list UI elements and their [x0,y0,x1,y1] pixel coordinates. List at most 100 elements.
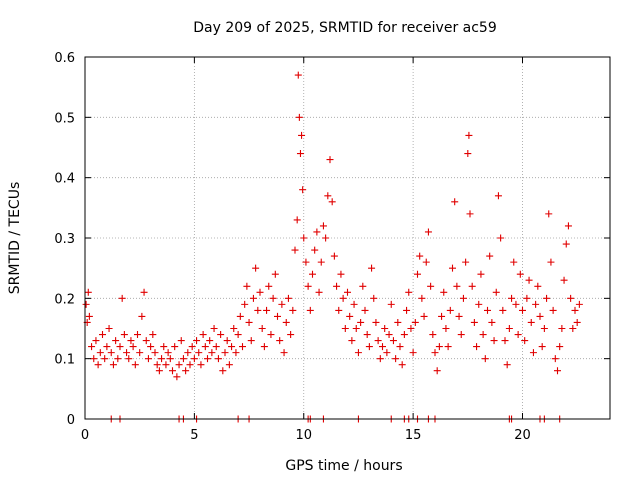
data-point [177,337,185,345]
data-point [201,343,209,351]
data-point [490,337,498,345]
data-point [429,331,437,339]
data-point [254,306,262,314]
data-point [225,361,233,369]
data-point [160,343,168,351]
data-point [392,355,400,363]
data-point [470,318,478,326]
data-point [94,361,102,369]
data-point [396,343,404,351]
data-point [206,337,214,345]
data-point [219,367,227,375]
data-point [123,349,131,357]
data-point [449,264,456,272]
data-point [339,294,347,302]
data-point [330,252,338,260]
data-point [232,349,240,357]
data-point [134,331,141,339]
data-point [324,192,332,200]
data-point [479,331,487,339]
y-tick-label: 0.3 [54,232,75,247]
data-point [411,318,419,326]
data-point [289,306,297,314]
data-point [466,210,474,218]
data-point [239,343,246,351]
data-point [368,264,376,272]
data-point [333,282,341,290]
data-point [503,361,511,369]
data-point [394,318,402,326]
data-point [252,264,260,272]
y-axis-label: SRMTID / TECUs [7,182,23,295]
y-tick-label: 0.5 [54,111,75,126]
data-point [284,294,292,302]
data-point [199,331,207,339]
data-point [306,306,314,314]
data-point [350,300,358,308]
data-point [346,312,354,320]
data-point [508,294,516,302]
data-point [112,337,120,345]
data-point [158,355,166,363]
x-tick-label: 20 [514,428,531,443]
data-point [497,234,505,242]
data-point [477,270,485,278]
data-point [556,343,564,351]
data-point [179,355,187,363]
data-point [155,367,163,375]
data-point [164,349,172,357]
data-point [389,337,397,345]
data-point [453,282,461,290]
data-point [433,367,441,375]
data-point [103,343,111,351]
data-point [492,288,500,296]
data-point [118,294,126,302]
data-point [265,282,273,290]
data-point [376,355,384,363]
data-point [298,131,306,139]
data-point [554,367,561,375]
data-point [319,222,327,230]
data-point [543,294,551,302]
data-point [527,318,535,326]
data-point [488,318,496,326]
data-point [534,282,542,290]
data-point [560,276,568,284]
data-point [249,294,257,302]
data-point [438,312,446,320]
y-tick-label: 0.6 [54,51,75,66]
data-point [85,312,93,320]
data-point [540,325,548,332]
data-point [348,337,356,345]
data-point [241,300,249,308]
data-point [370,294,378,302]
data-point [304,282,312,290]
data-point [575,300,583,308]
y-tick-label: 0 [67,413,75,428]
data-point [217,331,225,339]
data-point [105,325,113,332]
data-point [519,306,526,314]
data-point [212,343,220,351]
data-point [462,258,470,266]
data-point [335,306,343,314]
data-point [129,343,137,351]
data-point [116,343,124,351]
data-point [214,355,222,363]
data-point [140,288,148,296]
data-point [573,318,581,326]
data-point [465,131,473,139]
data-point [127,337,135,345]
data-point [365,343,373,351]
data-point [549,306,557,314]
data-point [274,312,281,320]
x-tick-label: 10 [295,428,312,443]
data-point [311,246,319,254]
data-point [326,156,334,164]
data-point [295,113,303,121]
data-point [267,331,275,339]
y-tick-label: 0.2 [54,292,75,307]
axis-ticks: 0 0.1 0.2 0.3 0.4 0.5 0.6 0 5 10 15 20 [54,51,610,443]
data-point [101,355,109,363]
data-point [536,312,544,320]
